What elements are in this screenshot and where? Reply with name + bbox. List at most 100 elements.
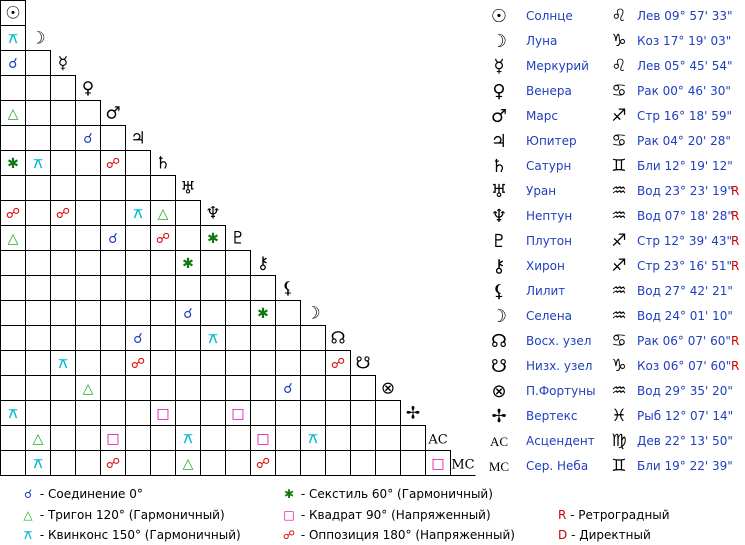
planet-glyph-18: MC xyxy=(451,458,474,473)
diagonal-cell-border xyxy=(125,125,151,151)
aspect-cell xyxy=(150,400,176,426)
aspect-cell xyxy=(275,450,301,476)
diagonal-cell xyxy=(0,0,26,26)
diagonal-cell-border xyxy=(0,0,26,26)
aspect-square-icon: □ xyxy=(106,431,119,447)
planet-name: Хирон xyxy=(526,259,565,273)
aspect-cell xyxy=(0,200,26,226)
planet-icon: ☊ xyxy=(491,331,507,352)
aspect-cell xyxy=(25,75,51,101)
aspect-cell xyxy=(200,250,226,276)
aspect-cell xyxy=(150,325,176,351)
planet-icon: ♅ xyxy=(490,181,508,202)
planet-name: Сатурн xyxy=(526,159,572,173)
diagonal-cell xyxy=(25,25,51,51)
aspect-cell xyxy=(125,300,151,326)
aspect-cell xyxy=(200,300,226,326)
aspect-cell xyxy=(425,450,451,476)
retrograde-flag: R xyxy=(731,334,740,348)
diagonal-cell xyxy=(425,425,451,451)
aspect-cell xyxy=(400,425,426,451)
aspect-opp-icon: ☍ xyxy=(156,231,170,247)
aspect-cell xyxy=(50,125,76,151)
aspect-cell xyxy=(25,200,51,226)
diagonal-cell xyxy=(75,75,101,101)
aspect-cell xyxy=(100,275,126,301)
planet-icon: ☽ xyxy=(490,306,508,327)
aspect-quinc-icon: ⚻ xyxy=(133,206,142,222)
aspect-cell xyxy=(25,300,51,326)
zodiac-sign-icon: ♒ xyxy=(611,306,627,326)
aspect-cell xyxy=(100,325,126,351)
aspect-cell xyxy=(300,450,326,476)
aspect-cell xyxy=(175,250,201,276)
aspect-conj-icon: ☌ xyxy=(133,331,142,347)
aspect-cell xyxy=(125,375,151,401)
planet-name: Восх. узел xyxy=(526,334,592,348)
aspect-cell xyxy=(0,300,26,326)
aspect-conj-icon: ☌ xyxy=(108,231,117,247)
diagonal-cell xyxy=(350,350,376,376)
aspect-cell xyxy=(300,400,326,426)
aspect-trine-icon: △ xyxy=(158,206,169,222)
aspect-cell xyxy=(275,350,301,376)
aspect-cell xyxy=(50,450,76,476)
planet-position: Вод 27° 42' 21" xyxy=(637,284,733,298)
diagonal-cell xyxy=(325,325,351,351)
aspect-cell xyxy=(50,150,76,176)
aspect-cell xyxy=(25,225,51,251)
aspect-cell xyxy=(275,325,301,351)
square-icon: □ xyxy=(283,508,295,522)
planet-name: Луна xyxy=(526,34,558,48)
planet-row: ☋ Низх. узел ♑ Коз 06° 07' 60" R xyxy=(484,354,744,379)
diagonal-cell xyxy=(50,50,76,76)
aspect-cell xyxy=(250,275,276,301)
planet-glyph-4: ♂ xyxy=(105,104,120,124)
legend-sextile-label: - Секстиль 60° (Гармоничный) xyxy=(300,487,493,501)
legend-quincunx-label: - Квинконс 150° (Гармоничный) xyxy=(39,528,241,542)
aspect-cell xyxy=(50,275,76,301)
aspect-cell xyxy=(0,275,26,301)
aspect-cell xyxy=(25,150,51,176)
zodiac-sign-icon: ♊ xyxy=(611,456,627,476)
aspect-cell xyxy=(75,150,101,176)
retrograde-flag: R xyxy=(731,184,740,198)
aspect-cell xyxy=(0,375,26,401)
aspect-trine-icon: △ xyxy=(83,381,94,397)
legend-conjunction-label: - Соединение 0° xyxy=(39,487,143,501)
aspect-cell xyxy=(50,175,76,201)
planet-icon: AC xyxy=(489,434,509,449)
aspect-cell xyxy=(225,325,251,351)
aspect-trine-icon: △ xyxy=(183,456,194,472)
aspect-cell xyxy=(25,175,51,201)
planet-icon: ♃ xyxy=(490,131,508,152)
aspect-cell xyxy=(75,425,101,451)
diagonal-cell-border xyxy=(50,50,76,76)
planet-glyph-7: ♅ xyxy=(180,179,195,199)
aspect-cell xyxy=(0,450,26,476)
diagonal-cell xyxy=(225,225,251,251)
aspect-opp-icon: ☍ xyxy=(106,456,120,472)
diagonal-cell-border xyxy=(100,100,126,126)
aspect-cell xyxy=(50,400,76,426)
planet-position: Вод 24° 01' 10" xyxy=(637,309,733,323)
aspect-cell xyxy=(325,400,351,426)
planet-name: Венера xyxy=(526,84,572,98)
aspect-cell xyxy=(125,350,151,376)
planet-row: ⚷ Хирон ♐ Стр 23° 16' 51" R xyxy=(484,254,744,279)
diagonal-cell-border xyxy=(250,250,276,276)
planet-icon: ⊗ xyxy=(491,381,507,402)
aspect-cell xyxy=(50,425,76,451)
aspect-cell xyxy=(25,325,51,351)
aspect-cell xyxy=(75,250,101,276)
planet-icon: ✢ xyxy=(491,406,507,427)
planet-glyph-2: ☿ xyxy=(58,54,68,74)
aspect-cell xyxy=(50,250,76,276)
planet-name: Селена xyxy=(526,309,573,323)
aspect-conj-icon: ☌ xyxy=(83,131,92,147)
planet-glyph-3: ♀ xyxy=(82,79,94,99)
zodiac-sign-icon: ♊ xyxy=(611,156,627,176)
aspect-cell xyxy=(200,325,226,351)
planet-position: Рак 06° 07' 60" xyxy=(637,334,731,348)
aspect-cell xyxy=(175,300,201,326)
